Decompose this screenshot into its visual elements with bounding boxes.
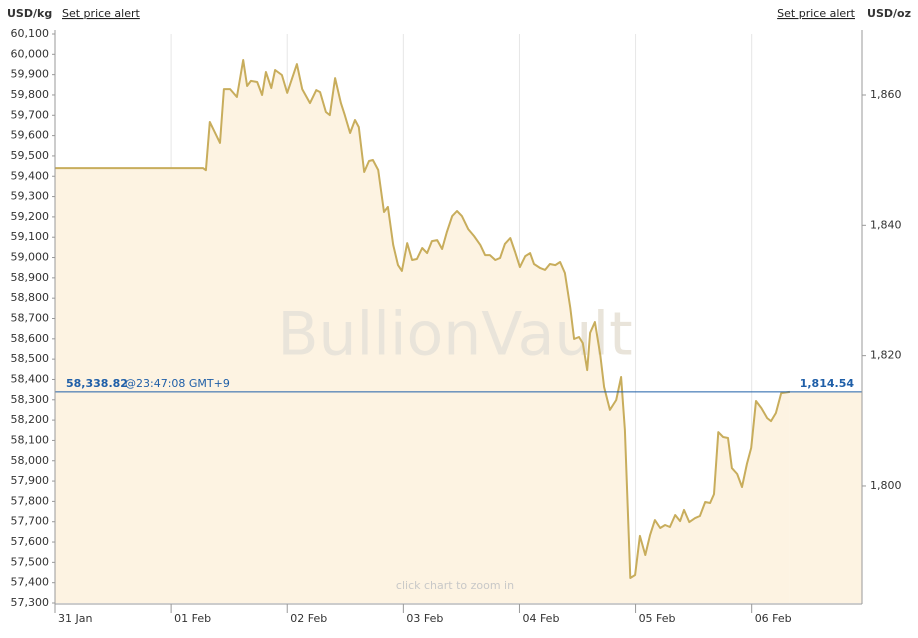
current-price-time: @23:47:08 GMT+9: [125, 377, 230, 390]
y-tick-label: 58,400: [11, 372, 50, 385]
area: [55, 60, 790, 603]
x-tick-label: 04 Feb: [522, 612, 559, 625]
y-tick-label: 59,400: [11, 169, 50, 182]
price-line: [55, 59, 791, 579]
y-tick-label: 57,600: [11, 535, 50, 548]
y2-tick-label: 1,840: [870, 218, 902, 231]
y-tick-label: 58,000: [11, 454, 50, 467]
y-tick-label: 59,000: [11, 251, 50, 264]
y-tick-label: 59,800: [11, 88, 50, 101]
y-tick-label: 60,100: [11, 27, 50, 40]
x-tick-label: 06 Feb: [755, 612, 792, 625]
y-tick-label: 58,800: [11, 291, 50, 304]
price-alert-link[interactable]: Set price alert: [62, 7, 141, 20]
y-tick-label: 59,500: [11, 149, 50, 162]
left-unit: USD/kg: [7, 7, 52, 20]
y-tick-label: 57,700: [11, 515, 50, 528]
y-tick-label: 58,700: [11, 312, 50, 325]
right-unit: USD/oz: [867, 7, 911, 20]
y-tick-label: 58,100: [11, 433, 50, 446]
y-tick-label: 57,500: [11, 555, 50, 568]
x-tick-label: 03 Feb: [406, 612, 443, 625]
y2-tick-label: 1,860: [870, 88, 902, 101]
zoom-hint: click chart to zoom in: [396, 579, 514, 592]
y-tick-label: 58,500: [11, 352, 50, 365]
y-tick-label: 59,700: [11, 108, 50, 121]
y-tick-label: 60,000: [11, 47, 50, 60]
y-tick-label: 58,300: [11, 393, 50, 406]
y-tick-label: 57,900: [11, 474, 50, 487]
y-tick-label: 59,100: [11, 230, 50, 243]
x-tick-label: 05 Feb: [639, 612, 676, 625]
y-tick-label: 59,200: [11, 210, 50, 223]
x-tick-label: 31 Jan: [58, 612, 92, 625]
y-tick-label: 57,800: [11, 494, 50, 507]
y-tick-label: 58,200: [11, 413, 50, 426]
current-price-label: 58,338.82: [66, 377, 128, 390]
y-tick-label: 57,300: [11, 596, 50, 609]
y-tick-label: 58,600: [11, 332, 50, 345]
x-tick-label: 01 Feb: [174, 612, 211, 625]
y2-tick-label: 1,800: [870, 479, 902, 492]
y-tick-label: 59,300: [11, 190, 50, 203]
current-price-fill: [789, 391, 862, 603]
y2-tick-label: 1,820: [870, 349, 902, 362]
price-alert-link[interactable]: Set price alert: [777, 7, 856, 20]
watermark: BullionVault: [277, 300, 632, 370]
y-tick-label: 58,900: [11, 271, 50, 284]
y-tick-label: 57,400: [11, 576, 50, 589]
x-tick-label: 02 Feb: [290, 612, 327, 625]
y-tick-label: 59,900: [11, 68, 50, 81]
y-tick-label: 59,600: [11, 129, 50, 142]
current-price-oz-label: 1,814.54: [800, 377, 855, 390]
